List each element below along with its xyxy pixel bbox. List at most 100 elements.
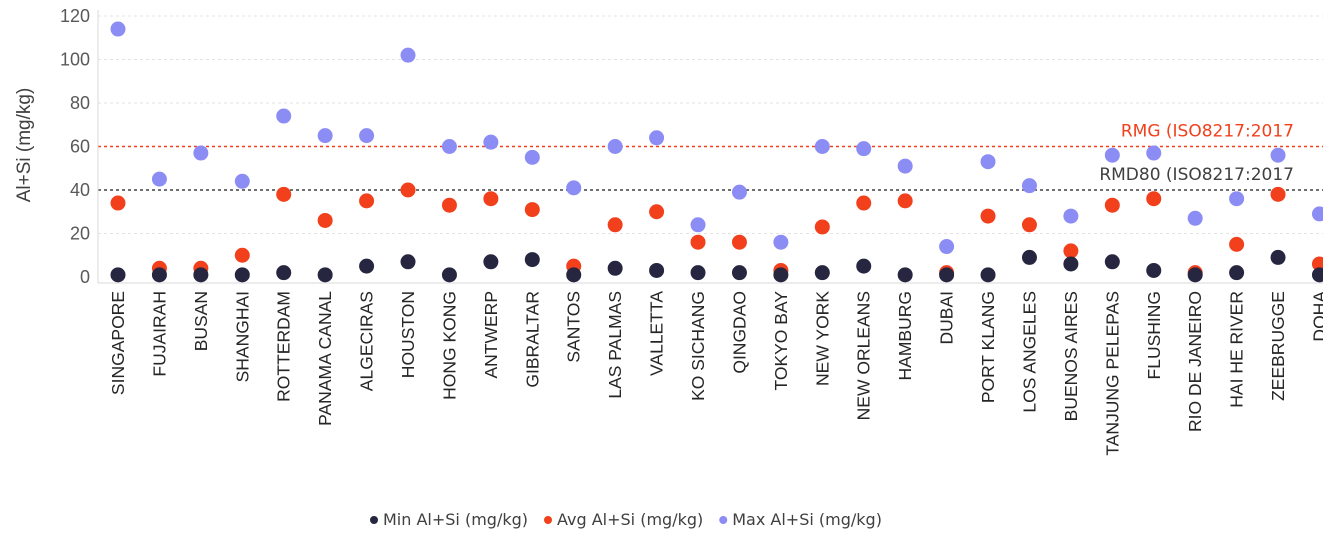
data-point [814, 265, 830, 281]
legend-marker [719, 516, 728, 524]
data-point [566, 180, 582, 196]
data-point [649, 262, 665, 278]
category-label: ALGECIRAS [357, 291, 377, 391]
data-point [856, 141, 872, 157]
data-point [359, 258, 375, 274]
data-point [151, 171, 167, 187]
data-point [400, 182, 416, 198]
data-point [276, 265, 292, 281]
data-point [1187, 210, 1203, 226]
category-label: QINGDAO [729, 291, 749, 374]
data-point [607, 260, 623, 276]
data-point [897, 158, 913, 174]
data-point [1187, 267, 1203, 283]
data-point [897, 267, 913, 283]
category-label: BUSAN [191, 291, 211, 351]
category-label: SINGAPORE [108, 291, 128, 395]
data-point [1146, 262, 1162, 278]
data-point [1229, 265, 1245, 281]
data-point [483, 134, 499, 150]
reference-line-label: RMG (ISO8217:2017 [1121, 122, 1294, 142]
category-label: PORT KLANG [978, 291, 998, 403]
data-point [524, 252, 540, 268]
category-label: SHANGHAI [232, 291, 252, 382]
data-point [1270, 186, 1286, 202]
data-point [773, 267, 789, 283]
category-label: HOUSTON [398, 291, 418, 378]
data-point [649, 204, 665, 220]
category-label: ROTTERDAM [274, 291, 294, 402]
category-label: HAI HE RIVER [1227, 291, 1247, 408]
data-point [276, 108, 292, 124]
data-point [1021, 217, 1037, 233]
data-point [1146, 191, 1162, 207]
legend-label: Min Al+Si (mg/kg) [383, 510, 528, 529]
legend-marker [370, 516, 378, 524]
data-point [524, 149, 540, 165]
data-point [110, 195, 126, 211]
category-label: PANAMA CANAL [315, 291, 335, 426]
data-point [1104, 147, 1120, 163]
data-point [234, 247, 250, 263]
data-point [1063, 208, 1079, 224]
category-label: NEW YORK [812, 291, 832, 386]
category-label: ZEEBRUGGE [1268, 291, 1288, 401]
category-label: LOS ANGELES [1019, 291, 1039, 413]
data-point [649, 130, 665, 146]
data-point [317, 128, 333, 144]
data-point [359, 193, 375, 209]
data-point [524, 202, 540, 218]
data-point [317, 212, 333, 228]
data-point [1063, 243, 1079, 259]
data-point [234, 267, 250, 283]
legend-marker [544, 516, 552, 524]
data-point [276, 186, 292, 202]
data-point [1104, 254, 1120, 270]
reference-line-label: RMD80 (ISO8217:2017 [1099, 165, 1294, 185]
y-tick-label: 120 [60, 6, 90, 26]
category-label: NEW ORLEANS [854, 291, 874, 420]
data-point [110, 267, 126, 283]
category-label: RIO DE JANEIRO [1185, 291, 1205, 432]
data-point [1021, 178, 1037, 194]
category-label: KO SICHANG [688, 291, 708, 401]
data-point [234, 173, 250, 189]
data-point [1146, 145, 1162, 161]
data-point [690, 217, 706, 233]
data-point [483, 254, 499, 270]
data-point [483, 191, 499, 207]
category-label: VALLETTA [647, 291, 667, 376]
y-axis-label: Al+Si (mg/kg) [14, 88, 35, 203]
y-tick-label: 0 [80, 267, 90, 287]
data-points [110, 21, 1323, 283]
data-point [731, 234, 747, 250]
data-point [193, 145, 209, 161]
category-label: DUBAI [937, 291, 957, 344]
category-label: SANTOS [564, 291, 584, 363]
data-point [980, 208, 996, 224]
data-point [566, 267, 582, 283]
data-point [1104, 197, 1120, 213]
data-point [814, 219, 830, 235]
data-point [400, 254, 416, 270]
axes: 0 20 40 60 80 100 120 [60, 6, 1323, 287]
reference-lines: RMG (ISO8217:2017 RMD80 (ISO8217:2017 [98, 122, 1323, 191]
data-point [690, 234, 706, 250]
data-point [1311, 267, 1323, 283]
data-point [441, 267, 457, 283]
category-label: BUENOS AIRES [1061, 291, 1081, 421]
data-point [1229, 236, 1245, 252]
legend-label: Avg Al+Si (mg/kg) [557, 510, 703, 529]
data-point [400, 47, 416, 63]
data-point [690, 265, 706, 281]
category-label: HONG KONG [439, 291, 459, 400]
category-label: LAS PALMAS [605, 291, 625, 399]
data-point [856, 195, 872, 211]
category-label: FUJAIRAH [149, 291, 169, 377]
data-point [856, 258, 872, 274]
data-point [441, 197, 457, 213]
y-tick-label: 100 [60, 50, 90, 70]
data-point [773, 234, 789, 250]
category-label: ANTWERP [481, 291, 501, 379]
